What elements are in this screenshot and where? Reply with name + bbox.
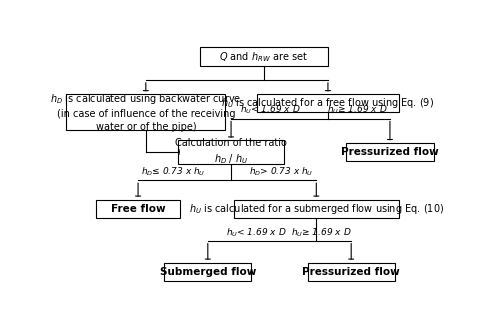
Text: Pressurized flow: Pressurized flow [302,267,400,277]
FancyBboxPatch shape [200,47,328,66]
FancyBboxPatch shape [178,140,284,164]
Text: $Q$ and $h_{RW}$ are set: $Q$ and $h_{RW}$ are set [220,50,308,64]
Text: $h_D$> 0.73 x $h_U$: $h_D$> 0.73 x $h_U$ [249,166,314,178]
FancyBboxPatch shape [257,94,398,112]
Text: $h_U$< 1.69 x $D$: $h_U$< 1.69 x $D$ [240,104,300,117]
Text: $h_U$< 1.69 x $D$: $h_U$< 1.69 x $D$ [226,226,286,238]
Text: Submerged flow: Submerged flow [160,267,256,277]
Text: Pressurized flow: Pressurized flow [341,147,439,157]
Text: $h_U$ is calculated for a submerged flow using Eq. (10): $h_U$ is calculated for a submerged flow… [188,201,444,215]
FancyBboxPatch shape [164,263,252,281]
Text: Free flow: Free flow [111,203,166,213]
Text: $h_U$≥ 1.69 x $D$: $h_U$≥ 1.69 x $D$ [326,104,388,117]
Text: $h_D$≤ 0.73 x $h_U$: $h_D$≤ 0.73 x $h_U$ [140,166,205,178]
FancyBboxPatch shape [346,143,434,161]
Text: Calculation of the ratio
$h_D$ / $h_U$: Calculation of the ratio $h_D$ / $h_U$ [175,138,287,166]
FancyBboxPatch shape [308,263,395,281]
FancyBboxPatch shape [96,199,180,217]
FancyBboxPatch shape [66,94,226,130]
Text: $h_U$≥ 1.69 x $D$: $h_U$≥ 1.69 x $D$ [290,226,351,238]
FancyBboxPatch shape [234,199,398,217]
Text: $h_U$ is calculated for a free flow using Eq. (9): $h_U$ is calculated for a free flow usin… [222,96,434,110]
Text: $h_D$ is calculated using backwater curve
(in case of influence of the receiving: $h_D$ is calculated using backwater curv… [50,92,242,132]
